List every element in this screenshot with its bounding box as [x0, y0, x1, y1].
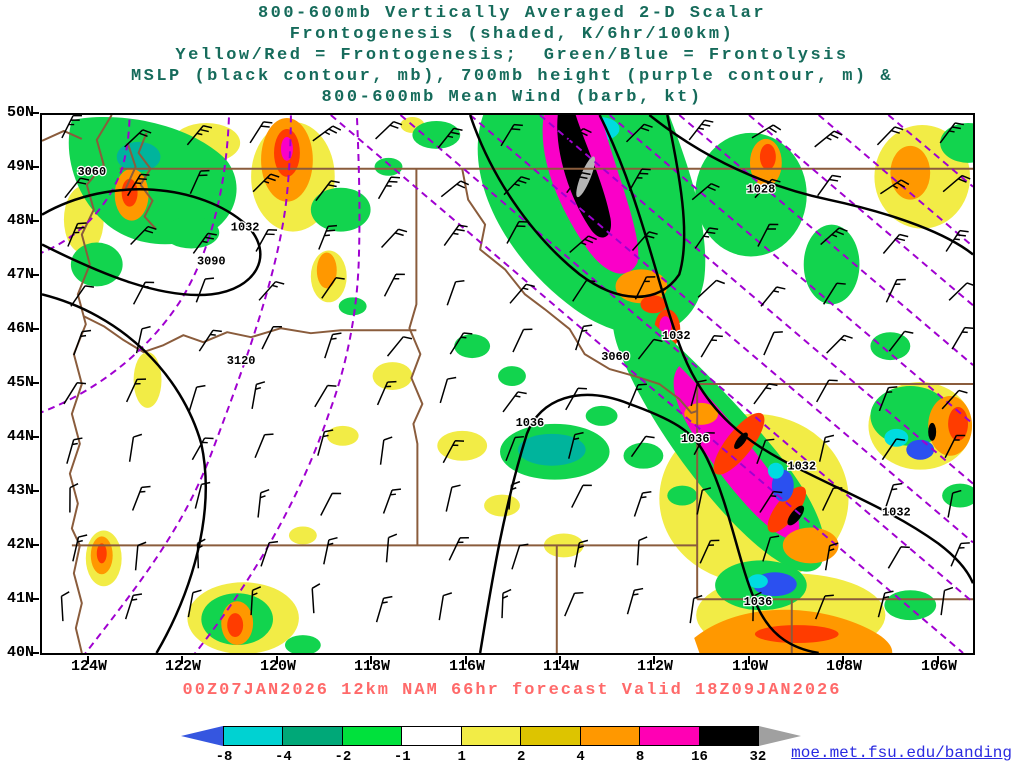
lon-tick [370, 656, 372, 664]
lon-label-120w: 120W [259, 658, 296, 675]
contour-labels-layer: 3060 1032 3090 1028 3120 1032 3060 1036 … [76, 164, 912, 611]
lon-tick [276, 656, 278, 664]
colorbar-segment: 8 [636, 727, 699, 765]
lon-tick [653, 656, 655, 664]
lat-tick [31, 382, 39, 384]
colorbar-tick-label: -4 [275, 749, 292, 765]
lat-tick [31, 544, 39, 546]
lat-tick [31, 328, 39, 330]
mslp-contour-label: 1032 [662, 329, 691, 343]
lon-label-108w: 108W [825, 658, 862, 675]
lon-tick [465, 656, 467, 664]
height-contour-label: 3060 [601, 350, 630, 364]
title-line-2: Frontogenesis (shaded, K/6hr/100km) [289, 25, 735, 44]
lat-tick [31, 436, 39, 438]
lon-label-122w: 122W [164, 658, 201, 675]
chart-title: 800-600mb Vertically Averaged 2-D Scalar… [0, 3, 1024, 108]
colorbar-segment: 1 [458, 727, 521, 765]
lon-label-110w: 110W [731, 658, 768, 675]
state-borders-layer [42, 115, 973, 653]
lat-tick [31, 112, 39, 114]
colorbar-segment: 16 32 [691, 727, 766, 765]
map-frame: 3060 1032 3090 1028 3120 1032 3060 1036 … [40, 113, 975, 655]
lon-tick [559, 656, 561, 664]
lat-label-50n: 50N [6, 104, 34, 121]
title-line-5: 800-600mb Mean Wind (barb, kt) [321, 88, 703, 107]
lon-tick [937, 656, 939, 664]
colorbar-segment: 4 [576, 727, 640, 765]
colorbar: -8 -4 -2 -1 1 2 4 8 16 32 [181, 726, 801, 765]
wind-barbs-layer [60, 115, 973, 624]
lat-label-41n: 41N [6, 590, 34, 607]
lon-tick [842, 656, 844, 664]
lat-tick [31, 166, 39, 168]
colorbar-tick-label: -8 [215, 749, 233, 765]
forecast-valid-text: 00Z07JAN2026 12km NAM 66hr forecast Vali… [182, 681, 842, 700]
lat-label-45n: 45N [6, 374, 34, 391]
height-contour-label: 3090 [197, 254, 226, 268]
colorbar-tick-label: 4 [576, 749, 585, 765]
colorbar-tick-label: -2 [334, 749, 352, 765]
colorbar-segment: -4 [275, 727, 342, 765]
lon-label-118w: 118W [353, 658, 390, 675]
lon-tick [87, 656, 89, 664]
mslp-contour-label: 1032 [787, 460, 816, 474]
colorbar-tick-label: 8 [635, 749, 645, 765]
lon-label-112w: 112W [636, 658, 673, 675]
lat-label-44n: 44N [6, 428, 34, 445]
colorbar-tick-label: 2 [516, 749, 526, 765]
lon-tick [181, 656, 183, 664]
lat-label-48n: 48N [6, 212, 34, 229]
title-line-3: Yellow/Red = Frontogenesis; Green/Blue =… [175, 46, 849, 65]
lat-tick [31, 598, 39, 600]
mslp-contour-label: 1032 [882, 506, 911, 520]
colorbar-segment: -2 [334, 727, 402, 765]
lat-tick [31, 490, 39, 492]
mslp-contour-label: 1036 [516, 416, 545, 430]
colorbar-body: -8 -4 -2 -1 1 2 4 8 16 32 [216, 726, 766, 765]
mslp-contour-label: 1036 [681, 432, 710, 446]
lon-label-124w: 124W [70, 658, 107, 675]
lat-tick [31, 274, 39, 276]
lat-label-42n: 42N [6, 536, 34, 553]
title-line-1: 800-600mb Vertically Averaged 2-D Scalar [257, 4, 767, 23]
mslp-contour-label: 1032 [231, 221, 260, 235]
credit-link[interactable]: moe.met.fsu.edu/banding [791, 744, 1012, 762]
colorbar-tick-label: -1 [393, 749, 411, 765]
lat-label-47n: 47N [6, 266, 34, 283]
colorbar-segment: -8 [216, 727, 283, 765]
lat-label-49n: 49N [6, 158, 34, 175]
colorbar-tick-label: 16 [691, 749, 708, 765]
colorbar-tick-label: 32 [749, 749, 767, 765]
lon-tick [748, 656, 750, 664]
colorbar-tick-label: 1 [457, 749, 466, 765]
colorbar-left-arrow [181, 726, 223, 746]
lon-label-116w: 116W [448, 658, 485, 675]
lat-tick [31, 220, 39, 222]
height-contour-label: 3060 [77, 165, 106, 179]
mslp-contour-label: 1036 [744, 595, 773, 609]
lon-label-106w: 106W [920, 658, 957, 675]
weather-map: 3060 1032 3090 1028 3120 1032 3060 1036 … [42, 115, 973, 653]
colorbar-segment: 2 [517, 727, 580, 765]
colorbar-segment: -1 [394, 727, 461, 765]
lat-label-43n: 43N [6, 482, 34, 499]
title-line-4: MSLP (black contour, mb), 700mb height (… [130, 67, 894, 86]
lon-label-114w: 114W [542, 658, 579, 675]
colorbar-right-arrow [759, 726, 801, 746]
mslp-contour-label: 1028 [747, 183, 776, 197]
lat-label-40n: 40N [6, 644, 34, 661]
lat-tick [31, 652, 39, 654]
lat-label-46n: 46N [6, 320, 34, 337]
height-contour-label: 3120 [227, 354, 256, 368]
